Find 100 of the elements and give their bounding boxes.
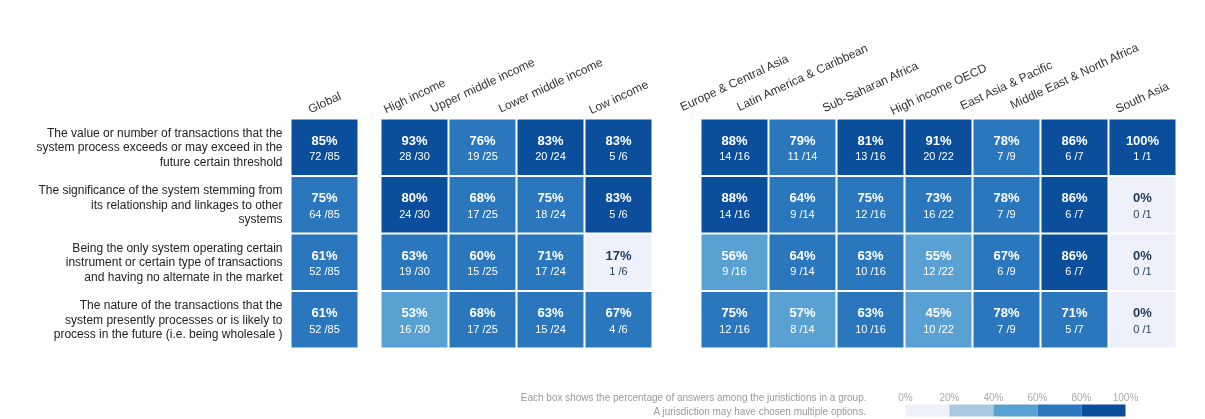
data-label: 75%	[537, 190, 564, 206]
annotation: 6 /9	[997, 265, 1016, 278]
data-label: 86%	[1061, 247, 1088, 263]
color-bar-label: 40%	[983, 392, 1004, 403]
data-label: 75%	[857, 190, 884, 206]
annotation: 17 /24	[535, 265, 566, 278]
annotation: 10 /22	[923, 322, 954, 335]
annotation: 6 /7	[1065, 150, 1084, 163]
annotation: 13 /16	[855, 150, 886, 163]
annotation: 11 /14	[787, 150, 818, 163]
annotation: 1 /1	[1133, 150, 1152, 163]
y-tick-label: The significance of the system stemming from its relationship and linkages to other systems	[38, 183, 283, 227]
annotation: 14 /16	[719, 207, 750, 220]
data-label: 0%	[1133, 305, 1153, 321]
annotation: 12 /22	[923, 265, 954, 278]
annotation: 10 /16	[855, 322, 886, 335]
data-label: 71%	[1061, 305, 1088, 321]
data-label: 56%	[721, 247, 748, 263]
annotation: 6 /7	[1065, 265, 1084, 278]
data-label: 63%	[401, 247, 428, 263]
data-label: 81%	[857, 132, 884, 148]
text: A jurisdiction may have chosen multiple options.	[653, 406, 866, 417]
annotation: 64 /85	[309, 207, 340, 220]
x-tick-label: South Asia	[1113, 78, 1172, 116]
annotation: 5 /7	[1065, 322, 1084, 335]
data-label: 60%	[469, 247, 496, 263]
annotation: 24 /30	[399, 207, 430, 220]
data-label: 63%	[857, 305, 884, 321]
data-label: 78%	[993, 132, 1020, 148]
y-tick-label: The nature of the transactions that the system presently processes or is likely to process in the future (i.e. being wholesale )	[53, 298, 283, 342]
annotation: 17 /25	[467, 207, 498, 220]
data-label: 88%	[721, 132, 748, 148]
data-label: 67%	[993, 247, 1020, 263]
data-label: 73%	[925, 190, 952, 206]
data-label: 68%	[469, 305, 496, 321]
annotation: 15 /24	[535, 322, 566, 335]
annotation: 9 /14	[790, 207, 815, 220]
data-label: 45%	[925, 305, 952, 321]
annotation: 17 /25	[467, 322, 498, 335]
text: Each box shows the percentage of answers among the juristictions in a group.	[520, 392, 867, 403]
data-label: 83%	[537, 132, 564, 148]
data-label: 78%	[993, 190, 1020, 206]
annotation: 9 /14	[790, 265, 815, 278]
y-tick-label: The value or number of transactions that the system process exceeds or may exceed in the future certain threshold	[36, 125, 283, 169]
data-label: 91%	[925, 132, 952, 148]
data-label: 100%	[1125, 132, 1160, 148]
data-label: 61%	[311, 305, 338, 321]
annotation: 16 /30	[399, 322, 430, 335]
data-label: 86%	[1061, 132, 1088, 148]
annotation: 7 /9	[997, 207, 1016, 220]
data-label: 86%	[1061, 190, 1088, 206]
annotation: 16 /22	[923, 207, 954, 220]
annotation: 1 /6	[609, 265, 628, 278]
annotation: 5 /6	[609, 150, 628, 163]
color-bar-label: 100%	[1112, 392, 1139, 403]
annotation: 20 /22	[923, 150, 954, 163]
data-label: 68%	[469, 190, 496, 206]
data-label: 0%	[1133, 190, 1153, 206]
color-bar-label: 20%	[939, 392, 960, 403]
data-label: 93%	[401, 132, 428, 148]
data-label: 76%	[469, 132, 496, 148]
y-tick-label: Being the only system operating certain instrument or certain type of transactions and having no alternate in the market	[65, 240, 284, 284]
data-label: 64%	[789, 190, 816, 206]
annotation: 9 /16	[722, 265, 747, 278]
data-label: 63%	[857, 247, 884, 263]
annotation: 19 /30	[399, 265, 430, 278]
data-label: 79%	[789, 132, 816, 148]
data-label: 63%	[537, 305, 564, 321]
data-label: 78%	[993, 305, 1020, 321]
annotation: 18 /24	[535, 207, 566, 220]
data-label: 71%	[537, 247, 564, 263]
annotation: 20 /24	[535, 150, 566, 163]
data-label: 80%	[401, 190, 428, 206]
annotation: 0 /1	[1133, 265, 1152, 278]
annotation: 8 /14	[790, 322, 815, 335]
data-label: 83%	[605, 132, 632, 148]
annotation: 12 /16	[719, 322, 750, 335]
color-bar-label: 0%	[898, 392, 913, 403]
annotation: 52 /85	[309, 265, 340, 278]
color-bar-label: 80%	[1071, 392, 1092, 403]
data-label: 57%	[789, 305, 816, 321]
annotation: 28 /30	[399, 150, 430, 163]
data-label: 88%	[721, 190, 748, 206]
annotation: 0 /1	[1133, 207, 1152, 220]
annotation: 7 /9	[997, 150, 1016, 163]
annotation: 15 /25	[467, 265, 498, 278]
data-label: 61%	[311, 247, 338, 263]
data-label: 67%	[605, 305, 632, 321]
annotation: 14 /16	[719, 150, 750, 163]
annotation: 0 /1	[1133, 322, 1152, 335]
data-label: 0%	[1133, 247, 1153, 263]
data-label: 64%	[789, 247, 816, 263]
color-bar-label: 60%	[1027, 392, 1048, 403]
annotation: 72 /85	[309, 150, 340, 163]
annotation: 10 /16	[855, 265, 886, 278]
data-label: 83%	[605, 190, 632, 206]
annotation: 52 /85	[309, 322, 340, 335]
data-label: 75%	[311, 190, 338, 206]
annotation: 6 /7	[1065, 207, 1084, 220]
annotation: 7 /9	[997, 322, 1016, 335]
